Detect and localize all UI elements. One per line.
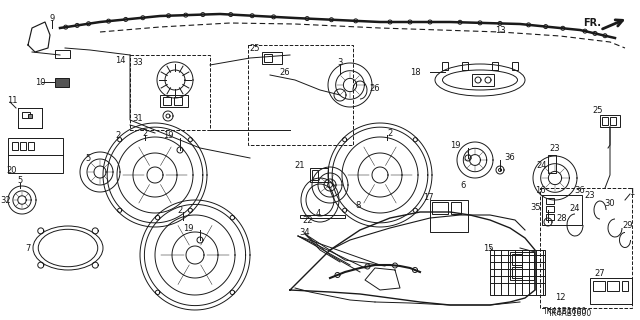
Bar — [590, 278, 632, 304]
Text: FR.: FR. — [583, 18, 601, 28]
Text: TK4AB1600: TK4AB1600 — [543, 308, 587, 316]
Bar — [264, 54, 272, 62]
Text: 33: 33 — [132, 58, 143, 67]
Bar — [512, 254, 522, 265]
Bar — [607, 281, 619, 291]
Bar — [163, 97, 171, 105]
Polygon shape — [28, 22, 50, 52]
Bar — [130, 55, 210, 130]
Text: 15: 15 — [483, 244, 493, 252]
Bar — [55, 50, 70, 58]
Bar — [602, 117, 608, 125]
Bar — [248, 45, 353, 145]
Text: 24: 24 — [537, 161, 547, 170]
Bar — [300, 215, 345, 218]
Text: 1: 1 — [629, 188, 635, 196]
Bar — [262, 52, 282, 64]
Text: 7: 7 — [26, 244, 31, 252]
Text: 16: 16 — [534, 186, 545, 195]
Bar — [512, 62, 518, 70]
Text: 19: 19 — [183, 223, 193, 233]
Text: 35: 35 — [531, 203, 541, 212]
Text: 18: 18 — [410, 68, 420, 76]
Bar — [462, 62, 468, 70]
Text: 2: 2 — [115, 131, 120, 140]
Bar — [546, 198, 554, 204]
Text: 19: 19 — [163, 131, 173, 140]
Text: 25: 25 — [593, 106, 604, 115]
Text: 20: 20 — [7, 165, 17, 174]
Text: 12: 12 — [555, 292, 565, 301]
Text: 5: 5 — [17, 175, 22, 185]
Bar — [12, 142, 18, 150]
Bar — [55, 78, 69, 87]
Bar — [546, 214, 554, 220]
Text: 27: 27 — [595, 268, 605, 277]
Bar — [490, 250, 545, 295]
Bar — [472, 74, 494, 86]
Bar — [310, 168, 328, 182]
Text: 5: 5 — [85, 154, 91, 163]
Text: 31: 31 — [132, 114, 143, 123]
Text: 23: 23 — [585, 190, 595, 199]
Bar — [451, 202, 461, 214]
Text: 26: 26 — [370, 84, 380, 92]
Text: 26: 26 — [280, 68, 291, 76]
Text: 14: 14 — [115, 55, 125, 65]
Text: 11: 11 — [7, 95, 17, 105]
Text: 32: 32 — [1, 196, 12, 204]
Text: TK4AB1600: TK4AB1600 — [548, 308, 592, 317]
Text: 36: 36 — [504, 153, 515, 162]
Text: 19: 19 — [450, 140, 460, 149]
Text: 21: 21 — [295, 161, 305, 170]
Text: 2: 2 — [177, 205, 182, 214]
Bar — [22, 112, 30, 118]
Text: 22: 22 — [303, 215, 313, 225]
Text: 2: 2 — [142, 129, 148, 138]
Bar — [593, 281, 605, 291]
Text: 6: 6 — [460, 180, 466, 189]
Bar — [512, 267, 522, 278]
Text: 4: 4 — [316, 209, 321, 218]
Bar — [610, 117, 616, 125]
Bar — [174, 97, 182, 105]
Text: 9: 9 — [49, 13, 54, 22]
Text: 25: 25 — [250, 44, 260, 52]
Text: 30: 30 — [605, 198, 615, 207]
Bar — [312, 170, 318, 180]
Bar — [432, 202, 448, 214]
Bar — [600, 115, 620, 127]
Bar — [160, 95, 188, 107]
Text: 17: 17 — [422, 193, 433, 202]
Bar — [510, 252, 534, 280]
Bar — [540, 188, 632, 308]
Bar — [442, 62, 448, 70]
Text: 2: 2 — [387, 129, 392, 138]
Bar — [492, 62, 498, 70]
Bar — [546, 206, 554, 212]
Text: 23: 23 — [550, 143, 560, 153]
Text: 10: 10 — [35, 77, 45, 86]
Text: 29: 29 — [623, 220, 633, 229]
Bar — [430, 200, 468, 232]
Bar — [8, 138, 63, 173]
Bar — [548, 155, 556, 173]
Text: 34: 34 — [300, 228, 310, 236]
Text: 3: 3 — [337, 58, 342, 67]
Text: 8: 8 — [355, 201, 361, 210]
Text: 28: 28 — [557, 213, 567, 222]
Bar — [28, 142, 34, 150]
Bar — [542, 195, 582, 225]
Text: 24: 24 — [570, 204, 580, 212]
Bar — [20, 142, 26, 150]
Bar — [622, 281, 628, 291]
Text: 13: 13 — [495, 26, 506, 35]
Bar — [28, 114, 32, 118]
Text: 36: 36 — [575, 186, 586, 195]
